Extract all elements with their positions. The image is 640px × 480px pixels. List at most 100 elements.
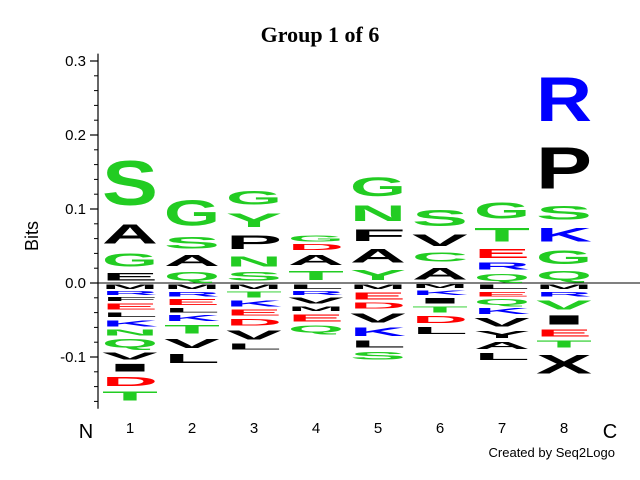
logo-letter-I: I xyxy=(102,361,158,374)
logo-letter-L: L xyxy=(474,351,530,362)
logo-letter-K: K xyxy=(474,307,530,316)
logo-letter-R: R xyxy=(474,261,530,272)
logo-letter-M: M xyxy=(102,283,158,290)
logo-letter-P: P xyxy=(536,135,592,201)
logo-letter-T: T xyxy=(412,305,468,314)
logo-letter-A: A xyxy=(474,340,530,351)
x-tick-label: 8 xyxy=(560,420,568,437)
logo-letter-L: L xyxy=(474,283,530,290)
logo-letter-Q: Q xyxy=(164,270,220,283)
logo-letter-D: D xyxy=(350,301,406,310)
logo-letter-M: M xyxy=(412,283,468,289)
logo-letter-P: P xyxy=(226,231,282,253)
logo-letter-G: G xyxy=(350,172,406,201)
logo-letter-Q: Q xyxy=(474,272,530,283)
logo-letter-T: T xyxy=(226,290,282,299)
logo-letter-L: L xyxy=(412,325,468,336)
logo-letter-T: T xyxy=(102,389,158,404)
logo-letter-D: D xyxy=(226,317,282,327)
logo-letter-X: X xyxy=(536,350,592,379)
logo-letter-S: S xyxy=(350,350,406,363)
logo-letter-V: V xyxy=(412,231,468,250)
logo-letter-T: T xyxy=(288,268,344,283)
logo-letter-V: V xyxy=(288,296,344,305)
chart-title: Group 1 of 6 xyxy=(261,22,380,47)
y-axis: -0.1 0.0 0.1 0.2 0.3 xyxy=(60,53,640,409)
logo-letter-A: A xyxy=(102,219,158,250)
logo-letter-L: L xyxy=(288,283,344,290)
logo-letter-G: G xyxy=(474,198,530,224)
logo-letter-L: L xyxy=(350,338,406,349)
logo-letter-Y: Y xyxy=(226,209,282,231)
logo-letter-Q: Q xyxy=(288,324,344,335)
logo-letter-A: A xyxy=(288,252,344,268)
logo-letter-K: K xyxy=(412,289,468,296)
logo-letter-E: E xyxy=(350,290,406,301)
logo-letter-T: T xyxy=(536,338,592,349)
logo-letter-S: S xyxy=(536,202,592,224)
logo-letter-M: M xyxy=(350,283,406,290)
logo-letter-C: C xyxy=(412,250,468,265)
x-tick-label: 4 xyxy=(312,420,320,437)
x-tick-label: 6 xyxy=(436,420,444,437)
logo-letter-A: A xyxy=(412,264,468,283)
x-tick-label: 2 xyxy=(188,420,196,437)
logo-letter-R: R xyxy=(536,64,592,134)
logo-letter-G: G xyxy=(288,234,344,243)
logo-letter-E: E xyxy=(536,327,592,338)
logo-letter-E: E xyxy=(102,302,158,311)
logo-letter-N: N xyxy=(350,202,406,226)
logo-letter-Q: Q xyxy=(474,298,530,307)
logo-letter-I: I xyxy=(412,296,468,305)
logo-letter-S: S xyxy=(412,205,468,231)
y-tick-label: 0.1 xyxy=(65,201,86,218)
logo-letter-E: E xyxy=(226,308,282,317)
logo-letter-V: V xyxy=(164,336,220,351)
logo-letter-R: R xyxy=(164,290,220,297)
logo-letter-M: M xyxy=(536,283,592,290)
logo-letter-K: K xyxy=(164,314,220,323)
logo-letter-V: V xyxy=(102,350,158,361)
logo-letter-E: E xyxy=(288,313,344,324)
x-tick-label: 7 xyxy=(498,420,506,437)
logo-letter-L: L xyxy=(164,351,220,366)
logo-letter-I: I xyxy=(536,313,592,328)
logo-letter-Q: Q xyxy=(536,268,592,283)
logo-letter-D: D xyxy=(102,374,158,389)
logo-letter-S: S xyxy=(164,233,220,252)
logo-letter-M: M xyxy=(288,305,344,312)
logo-letter-G: G xyxy=(536,246,592,268)
logo-letter-E: E xyxy=(474,290,530,297)
logo-letter-A: A xyxy=(350,244,406,266)
y-axis-label: Bits xyxy=(22,221,42,251)
logo-letter-R: R xyxy=(536,290,592,297)
y-tick-label: 0.3 xyxy=(65,53,86,70)
logo-letters: EGASMRFELKNQVIDTQASGMRELKTVLSNPYGMTKEDVL… xyxy=(102,64,592,403)
logo-letter-E: E xyxy=(164,298,220,307)
logo-letter-D: D xyxy=(288,243,344,252)
logo-letter-E: E xyxy=(474,246,530,261)
logo-letter-K: K xyxy=(536,224,592,246)
x-axis-ticks: 1 2 3 4 5 6 7 8 xyxy=(126,420,568,437)
logo-letter-M: M xyxy=(164,283,220,290)
credit-text: Created by Seq2Logo xyxy=(488,445,615,460)
y-tick-label: -0.1 xyxy=(60,349,86,366)
logo-letter-R: R xyxy=(288,290,344,296)
x-tick-label: 5 xyxy=(374,420,382,437)
logo-letter-N: N xyxy=(102,328,158,337)
logo-letter-F: F xyxy=(102,296,158,302)
logo-letter-L: L xyxy=(226,342,282,351)
logo-letter-K: K xyxy=(350,325,406,338)
logo-letter-V: V xyxy=(226,327,282,342)
c-terminus-label: C xyxy=(603,421,617,443)
logo-letter-V: V xyxy=(350,310,406,325)
logo-letter-F: F xyxy=(350,226,406,245)
logo-letter-K: K xyxy=(102,318,158,328)
y-tick-label: 0.2 xyxy=(65,127,86,144)
logo-letter-G: G xyxy=(164,193,220,234)
logo-letter-S: S xyxy=(102,148,158,218)
logo-letter-G: G xyxy=(102,250,158,271)
logo-letter-T: T xyxy=(164,323,220,336)
